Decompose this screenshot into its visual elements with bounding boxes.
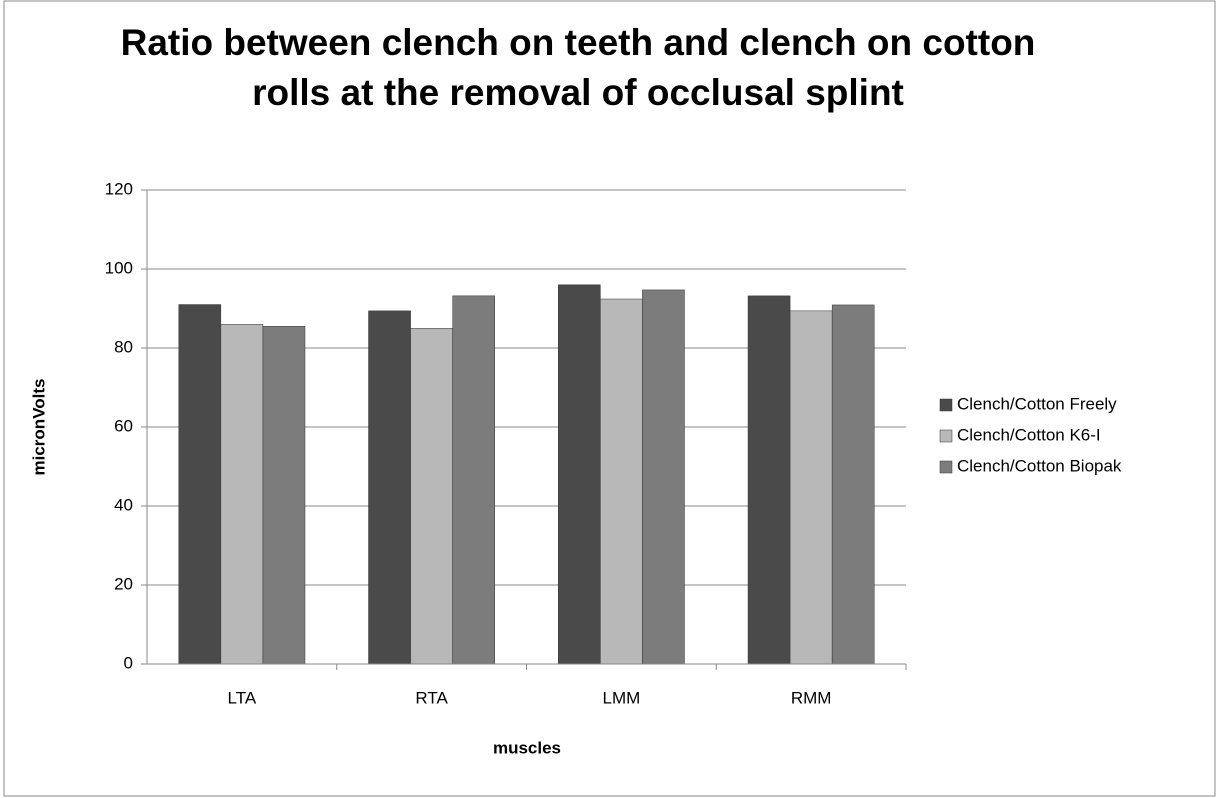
legend-label: Clench/Cotton K6-I	[957, 425, 1101, 444]
y-tick-label: 60	[114, 416, 133, 435]
legend-label: Clench/Cotton Freely	[957, 394, 1117, 413]
x-tick-label: LTA	[228, 688, 257, 707]
chart-title: Ratio between clench on teeth and clench…	[120, 22, 1036, 113]
bar	[178, 304, 222, 665]
bar	[220, 324, 264, 665]
legend-swatch	[939, 398, 953, 412]
bar	[368, 310, 411, 665]
x-tick-label: LMM	[602, 688, 640, 707]
y-tick-label: 100	[105, 258, 133, 277]
bar	[558, 284, 601, 665]
y-axis-label: micronVolts	[29, 379, 48, 476]
y-tick-label: 0	[124, 653, 133, 672]
frame	[3, 0, 1216, 797]
bar	[600, 298, 643, 665]
x-tick-label: RTA	[415, 688, 448, 707]
x-axis-label: muscles	[493, 738, 561, 757]
bar	[747, 295, 791, 665]
bar	[262, 326, 306, 665]
y-tick-label: 120	[105, 179, 133, 198]
bar	[642, 289, 685, 665]
legend-swatch	[939, 429, 953, 443]
bar	[789, 310, 833, 665]
bar	[410, 328, 453, 665]
legend-label: Clench/Cotton Biopak	[957, 456, 1122, 475]
legend-swatch	[939, 460, 953, 474]
x-tick-label: RMM	[791, 688, 832, 707]
y-tick-label: 20	[114, 574, 133, 593]
bar	[452, 295, 495, 665]
bar	[831, 304, 875, 665]
y-tick-label: 80	[114, 337, 133, 356]
y-tick-label: 40	[114, 495, 133, 514]
